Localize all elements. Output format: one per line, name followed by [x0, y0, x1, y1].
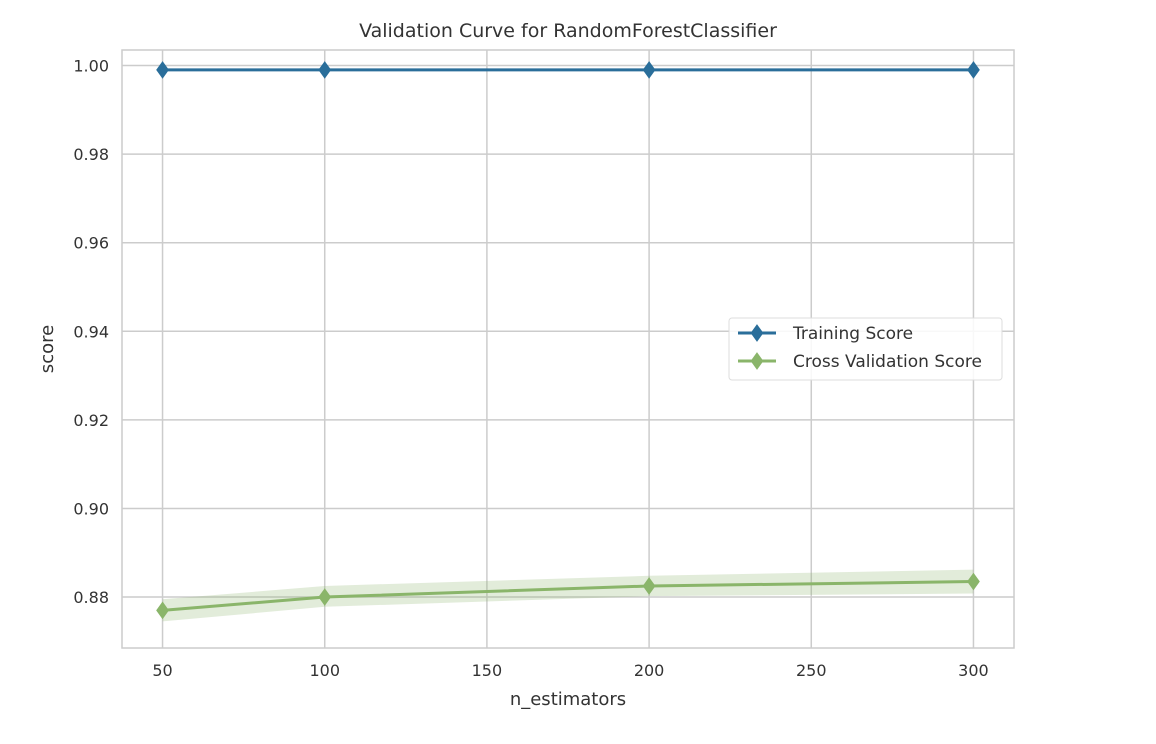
- x-tick-label: 50: [152, 661, 172, 680]
- y-tick-labels: 0.88 0.90 0.92 0.94 0.96 0.98 1.00: [73, 57, 109, 608]
- confidence-bands: [162, 569, 974, 622]
- legend-training-score-marker: [750, 324, 764, 342]
- cross-validation-score-marker: [156, 601, 169, 620]
- training-score-marker: [967, 61, 980, 79]
- cross-validation-score-marker: [318, 588, 332, 606]
- y-tick-label: 0.94: [73, 322, 109, 341]
- training-score-marker: [642, 61, 656, 79]
- x-axis-label: n_estimators: [510, 689, 626, 710]
- grid-lines: [122, 50, 1014, 648]
- cross-validation-score-marker: [642, 577, 656, 595]
- legend-cross-validation-score-marker: [750, 352, 764, 370]
- cross-validation-score-marker: [967, 572, 980, 591]
- cross-validation-score-band: [162, 569, 974, 622]
- x-tick-label: 100: [309, 661, 340, 680]
- x-tick-label: 200: [634, 661, 665, 680]
- series-markers: [156, 61, 980, 620]
- y-tick-label: 0.98: [73, 145, 109, 164]
- legend-box: [728, 317, 1003, 381]
- x-tick-labels: 50 100 150 200 250 300: [152, 661, 988, 680]
- x-tick-label: 250: [796, 661, 827, 680]
- x-tick-label: 150: [472, 661, 503, 680]
- legend-training-score-label: Training Score: [792, 324, 913, 344]
- y-tick-label: 0.90: [73, 499, 109, 518]
- training-score-marker: [318, 61, 332, 79]
- y-axis-label: score: [37, 325, 58, 373]
- legend-cross-validation-score-label: Cross Validation Score: [793, 352, 982, 372]
- legend: Training Score Cross Validation Score: [728, 317, 1003, 381]
- cross-validation-score-line: [162, 580, 974, 612]
- training-score-marker: [156, 61, 169, 79]
- y-tick-label: 0.88: [73, 588, 109, 607]
- y-tick-label: 0.96: [73, 234, 109, 253]
- x-tick-label: 300: [958, 661, 989, 680]
- series-lines: [162, 68, 974, 612]
- y-tick-label: 0.92: [73, 411, 109, 430]
- y-tick-label: 1.00: [73, 57, 109, 76]
- chart-title: Validation Curve for RandomForestClassif…: [359, 20, 777, 42]
